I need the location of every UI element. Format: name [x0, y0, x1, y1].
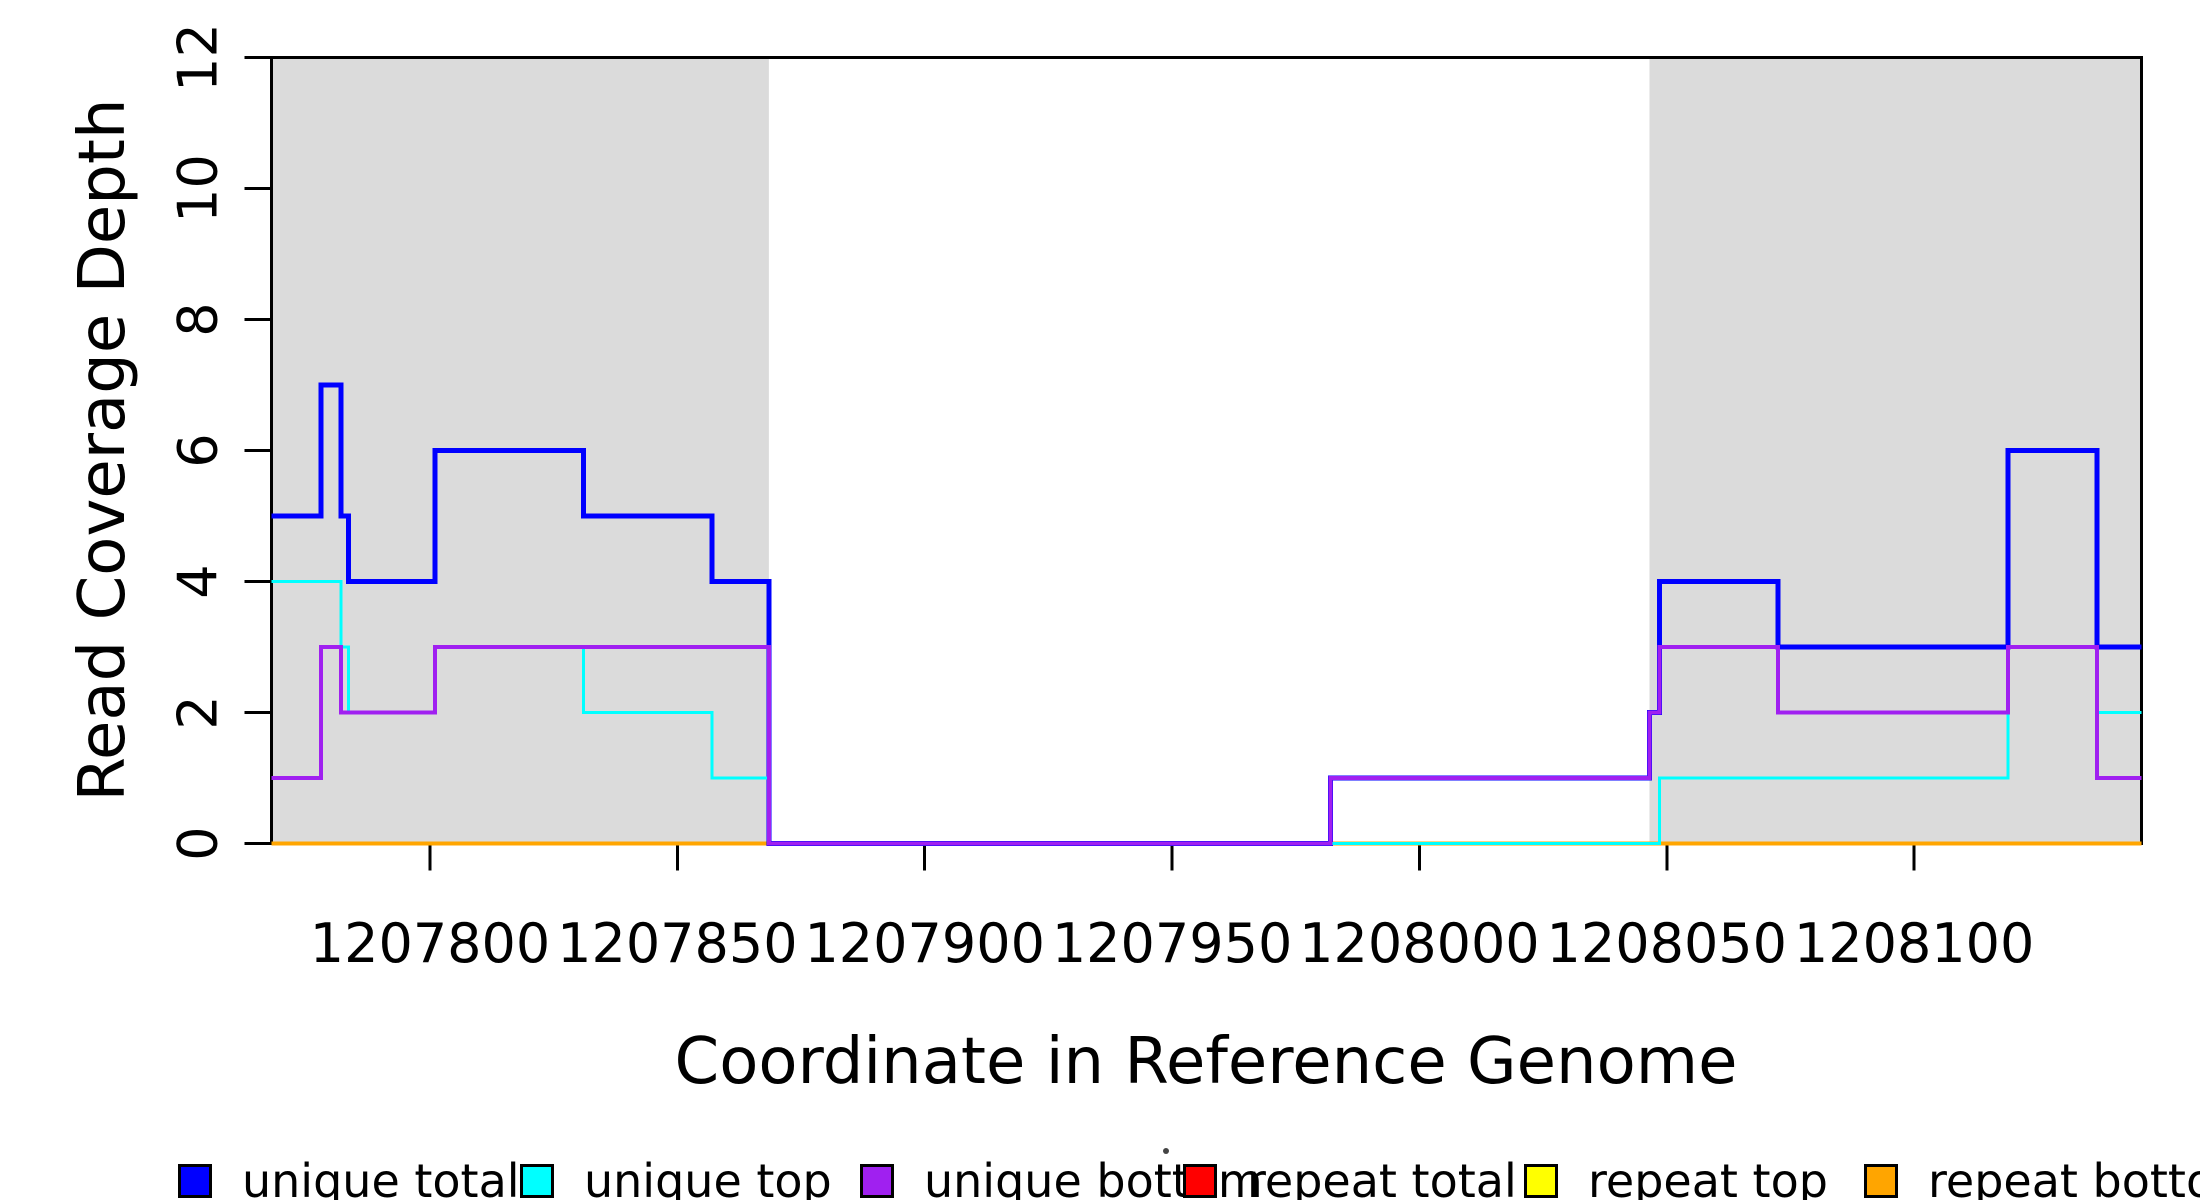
- x-tick-label: 1207900: [804, 912, 1045, 975]
- y-tick-label: 10: [167, 154, 230, 223]
- x-tick-label: 1208000: [1299, 912, 1540, 975]
- x-tick-label: 1207950: [1052, 912, 1293, 975]
- y-tick-label: 8: [167, 302, 230, 336]
- y-tick-label: 6: [167, 433, 230, 467]
- y-tick-label: 4: [167, 564, 230, 598]
- series-line-unique-bottom: [271, 645, 2142, 846]
- x-tick-label: 1207850: [557, 912, 798, 975]
- x-tick-label: 1207800: [310, 912, 551, 975]
- y-axis-title: Read Coverage Depth: [66, 98, 140, 802]
- x-tick-label: 1208100: [1794, 912, 2035, 975]
- x-axis-title: Coordinate in Reference Genome: [674, 1025, 1738, 1099]
- y-tick-label: 2: [167, 695, 230, 729]
- y-tick-label: 12: [167, 23, 230, 92]
- x-tick-label: 1208050: [1547, 912, 1788, 975]
- y-tick-label: 0: [167, 826, 230, 860]
- legend-stray-dot: [1163, 1148, 1169, 1154]
